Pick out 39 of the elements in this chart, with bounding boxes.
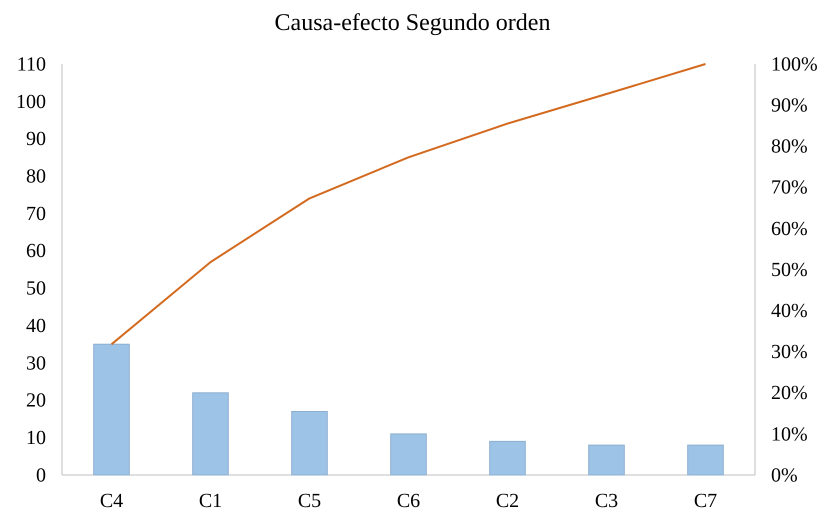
line-series	[110, 63, 706, 346]
y2-tick-label: 20%	[771, 382, 808, 404]
y-tick-label: 60	[26, 240, 46, 262]
y2-tick-label: 0%	[771, 464, 798, 486]
y-tick-label: 110	[16, 53, 46, 76]
y-tick-label: 10	[26, 427, 46, 450]
y2-tick-label: 100%	[771, 53, 818, 76]
y-tick-label: 30	[26, 352, 46, 374]
y-tick-label: 50	[26, 278, 46, 300]
bar	[390, 433, 427, 476]
x-tick-label: C5	[298, 490, 322, 512]
bar	[489, 440, 526, 476]
y-tick-label: 90	[26, 128, 46, 150]
bar	[291, 410, 328, 476]
x-tick-label: C1	[198, 490, 222, 512]
x-tick-label: C2	[496, 490, 520, 512]
bar	[93, 344, 130, 476]
x-tick-label: C7	[694, 490, 718, 512]
y2-tick-label: 10%	[771, 423, 808, 446]
x-tick-label: C4	[100, 490, 124, 512]
chart-title: Causa-efecto Segundo orden	[274, 10, 550, 36]
x-tick-label: C3	[594, 490, 618, 512]
bar	[588, 444, 625, 476]
y2-tick-label: 80%	[771, 136, 808, 158]
bar	[687, 444, 724, 476]
y-tick-label: 70	[26, 202, 46, 225]
y-tick-label: 40	[26, 314, 46, 337]
y2-tick-label: 30%	[771, 341, 808, 364]
y-tick-label: 0	[36, 464, 46, 486]
y2-tick-label: 50%	[771, 258, 808, 281]
y2-tick-label: 70%	[771, 176, 808, 199]
y-tick-label: 80	[26, 165, 46, 188]
x-tick-label: C6	[396, 490, 420, 512]
y2-tick-label: 60%	[771, 218, 808, 240]
y-tick-label: 100	[16, 90, 46, 113]
y2-tick-label: 90%	[771, 94, 808, 116]
y2-tick-label: 40%	[771, 300, 808, 322]
y-tick-label: 20	[26, 390, 46, 412]
bar	[192, 392, 229, 476]
